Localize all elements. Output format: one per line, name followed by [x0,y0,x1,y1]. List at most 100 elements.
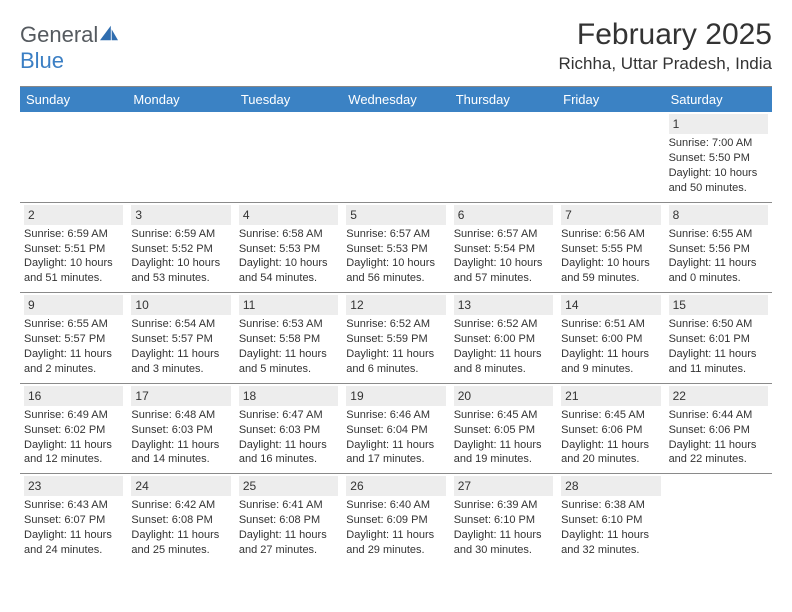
day-cell [450,112,557,202]
sunrise-text: Sunrise: 6:47 AM [239,408,338,423]
daylight1-text: Daylight: 11 hours [239,347,338,362]
sunset-text: Sunset: 5:59 PM [346,332,445,347]
title-block: February 2025 Richha, Uttar Pradesh, Ind… [558,18,772,74]
day-cell: 24Sunrise: 6:42 AMSunset: 6:08 PMDayligh… [127,474,234,564]
day-number: 22 [669,386,768,406]
sunrise-text: Sunrise: 6:45 AM [561,408,660,423]
day-number: 19 [346,386,445,406]
day-number: 28 [561,476,660,496]
sunset-text: Sunset: 5:54 PM [454,242,553,257]
sunrise-text: Sunrise: 6:59 AM [131,227,230,242]
daylight2-text: and 19 minutes. [454,452,553,467]
day-cell: 27Sunrise: 6:39 AMSunset: 6:10 PMDayligh… [450,474,557,564]
day-cell [557,112,664,202]
daylight2-text: and 14 minutes. [131,452,230,467]
day-number: 11 [239,295,338,315]
daylight2-text: and 20 minutes. [561,452,660,467]
day-cell: 6Sunrise: 6:57 AMSunset: 5:54 PMDaylight… [450,203,557,293]
sunrise-text: Sunrise: 6:58 AM [239,227,338,242]
daylight1-text: Daylight: 11 hours [669,256,768,271]
day-number: 15 [669,295,768,315]
daylight2-text: and 0 minutes. [669,271,768,286]
day-number: 1 [669,114,768,134]
daynames-row: SundayMondayTuesdayWednesdayThursdayFrid… [20,87,772,112]
day-number: 18 [239,386,338,406]
sunset-text: Sunset: 5:53 PM [346,242,445,257]
day-cell: 18Sunrise: 6:47 AMSunset: 6:03 PMDayligh… [235,384,342,474]
daylight2-text: and 59 minutes. [561,271,660,286]
dayname: Saturday [665,87,772,112]
daylight2-text: and 51 minutes. [24,271,123,286]
daylight2-text: and 24 minutes. [24,543,123,558]
day-number: 17 [131,386,230,406]
sunrise-text: Sunrise: 6:43 AM [24,498,123,513]
week-row: 1Sunrise: 7:00 AMSunset: 5:50 PMDaylight… [20,112,772,203]
sunset-text: Sunset: 6:08 PM [239,513,338,528]
daylight1-text: Daylight: 11 hours [24,347,123,362]
day-cell: 9Sunrise: 6:55 AMSunset: 5:57 PMDaylight… [20,293,127,383]
sunrise-text: Sunrise: 6:41 AM [239,498,338,513]
sunrise-text: Sunrise: 6:54 AM [131,317,230,332]
logo-word2: Blue [20,48,64,73]
sunset-text: Sunset: 6:07 PM [24,513,123,528]
sunset-text: Sunset: 6:00 PM [454,332,553,347]
day-number: 8 [669,205,768,225]
day-cell: 23 Sunrise: 6:43 AMSunset: 6:07 PMDayligh… [20,474,127,564]
sunrise-text: Sunrise: 6:55 AM [669,227,768,242]
daylight2-text: and 12 minutes. [24,452,123,467]
day-cell: 26Sunrise: 6:40 AMSunset: 6:09 PMDayligh… [342,474,449,564]
sunset-text: Sunset: 5:53 PM [239,242,338,257]
day-number: 21 [561,386,660,406]
sunrise-text: Sunrise: 6:48 AM [131,408,230,423]
sunrise-text: Sunrise: 6:57 AM [454,227,553,242]
sunset-text: Sunset: 6:06 PM [561,423,660,438]
day-number: 7 [561,205,660,225]
daylight2-text: and 5 minutes. [239,362,338,377]
sunset-text: Sunset: 5:55 PM [561,242,660,257]
day-number: 4 [239,205,338,225]
dayname: Thursday [450,87,557,112]
dayname: Wednesday [342,87,449,112]
day-number: 24 [131,476,230,496]
day-cell: 11 Sunrise: 6:53 AMSunset: 5:58 PMDayligh… [235,293,342,383]
sunset-text: Sunset: 6:10 PM [454,513,553,528]
sunrise-text: Sunrise: 6:52 AM [454,317,553,332]
daylight1-text: Daylight: 10 hours [561,256,660,271]
day-cell: 20Sunrise: 6:45 AMSunset: 6:05 PMDayligh… [450,384,557,474]
daylight1-text: Daylight: 11 hours [561,528,660,543]
logo: GeneralBlue [20,18,120,74]
day-number: 25 [239,476,338,496]
day-cell: 17Sunrise: 6:48 AMSunset: 6:03 PMDayligh… [127,384,234,474]
day-number: 23 [24,476,123,496]
day-number: 9 [24,295,123,315]
daylight2-text: and 22 minutes. [669,452,768,467]
daylight2-text: and 2 minutes. [24,362,123,377]
day-number: 10 [131,295,230,315]
day-cell: 15Sunrise: 6:50 AMSunset: 6:01 PMDayligh… [665,293,772,383]
sunrise-text: Sunrise: 6:42 AM [131,498,230,513]
day-cell: 1Sunrise: 7:00 AMSunset: 5:50 PMDaylight… [665,112,772,202]
day-cell: 21Sunrise: 6:45 AMSunset: 6:06 PMDayligh… [557,384,664,474]
sunrise-text: Sunrise: 6:40 AM [346,498,445,513]
daylight1-text: Daylight: 11 hours [24,528,123,543]
day-number: 3 [131,205,230,225]
sunrise-text: Sunrise: 6:53 AM [239,317,338,332]
daylight2-text: and 8 minutes. [454,362,553,377]
week-row: 23Sunrise: 6:43 AMSunset: 6:07 PMDayligh… [20,474,772,564]
daylight2-text: and 6 minutes. [346,362,445,377]
daylight1-text: Daylight: 10 hours [131,256,230,271]
day-number: 12 [346,295,445,315]
daylight2-text: and 3 minutes. [131,362,230,377]
day-number: 20 [454,386,553,406]
day-cell: 28Sunrise: 6:38 AMSunset: 6:10 PMDayligh… [557,474,664,564]
daylight1-text: Daylight: 11 hours [239,438,338,453]
day-cell: 13Sunrise: 6:52 AMSunset: 6:00 PMDayligh… [450,293,557,383]
day-cell: 16Sunrise: 6:49 AMSunset: 6:02 PMDayligh… [20,384,127,474]
day-cell [342,112,449,202]
sunset-text: Sunset: 6:03 PM [131,423,230,438]
day-cell: 8Sunrise: 6:55 AMSunset: 5:56 PMDaylight… [665,203,772,293]
header: GeneralBlue February 2025 Richha, Uttar … [20,18,772,74]
day-cell: 19Sunrise: 6:46 AMSunset: 6:04 PMDayligh… [342,384,449,474]
sunset-text: Sunset: 5:58 PM [239,332,338,347]
daylight1-text: Daylight: 11 hours [131,528,230,543]
